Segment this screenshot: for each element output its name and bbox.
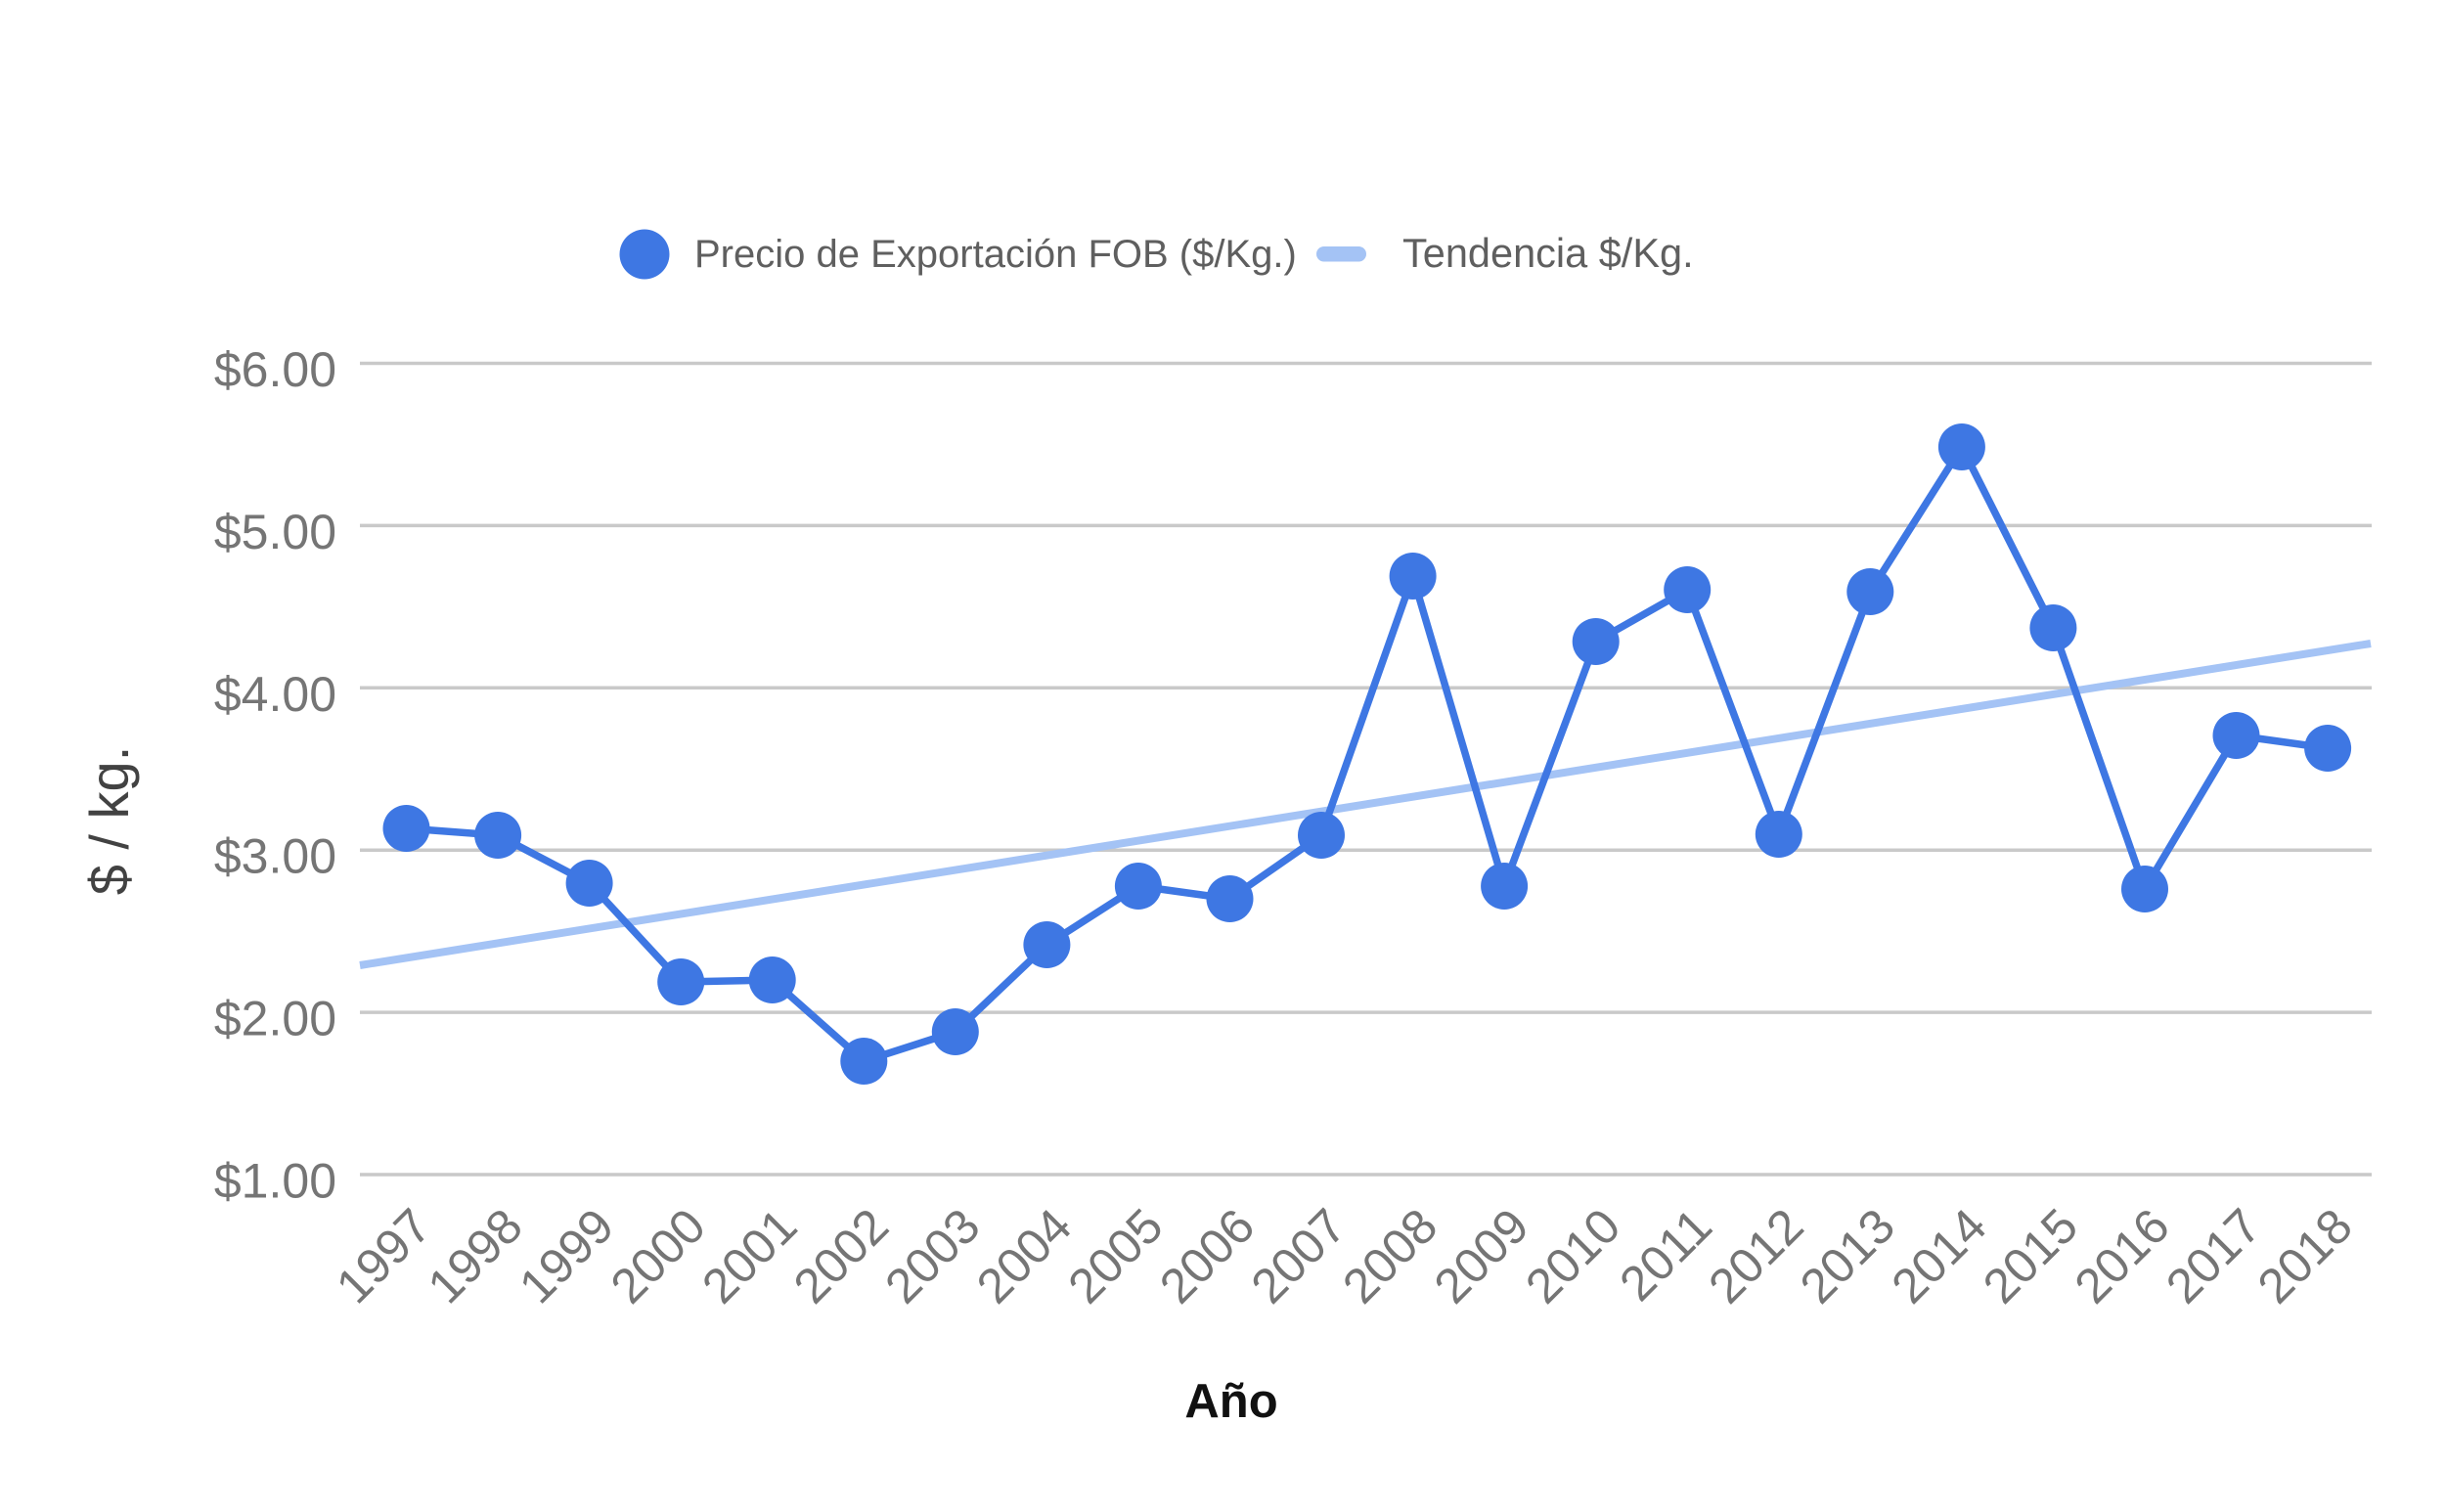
svg-text:$5.00: $5.00 xyxy=(214,505,336,559)
svg-text:$2.00: $2.00 xyxy=(214,992,336,1046)
svg-text:Año: Año xyxy=(1184,1375,1277,1428)
svg-text:$4.00: $4.00 xyxy=(214,667,336,722)
svg-text:$1.00: $1.00 xyxy=(214,1154,336,1209)
svg-text:$6.00: $6.00 xyxy=(214,342,336,397)
svg-text:Tendencia $/Kg.: Tendencia $/Kg. xyxy=(1402,230,1694,276)
svg-text:$ / kg.: $ / kg. xyxy=(78,746,140,896)
svg-text:Precio de Exportación FOB ($/K: Precio de Exportación FOB ($/Kg.) xyxy=(694,233,1297,276)
svg-text:$3.00: $3.00 xyxy=(214,829,336,884)
